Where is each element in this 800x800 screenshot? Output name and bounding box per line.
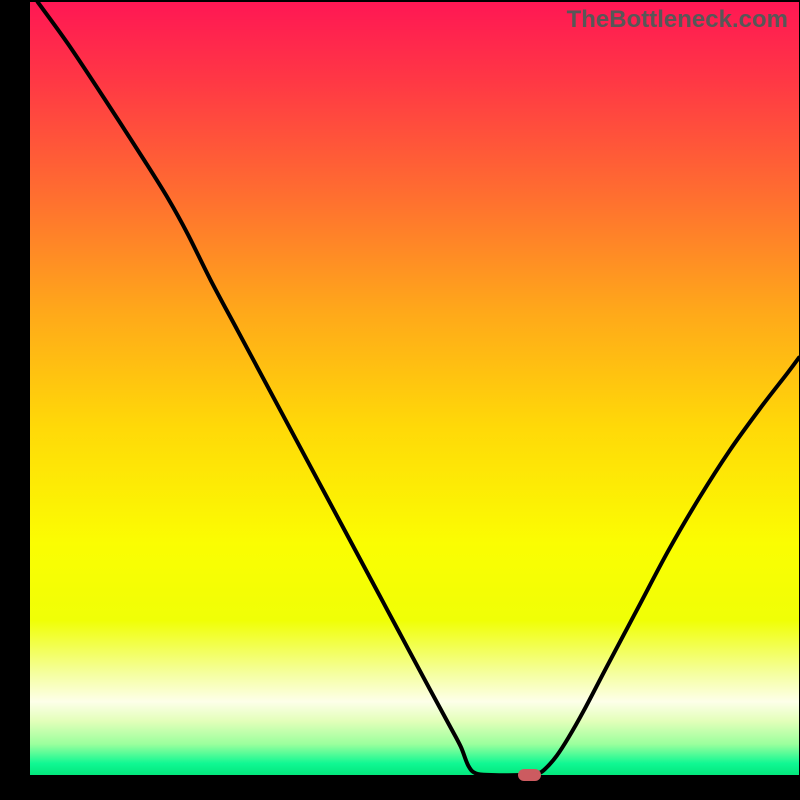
chart-root: TheBottleneck.com [0,0,800,800]
bottleneck-curve [38,2,799,775]
minimum-marker [518,769,541,781]
curve-layer [30,2,799,775]
plot-area [30,2,799,775]
watermark-text: TheBottleneck.com [567,6,788,34]
